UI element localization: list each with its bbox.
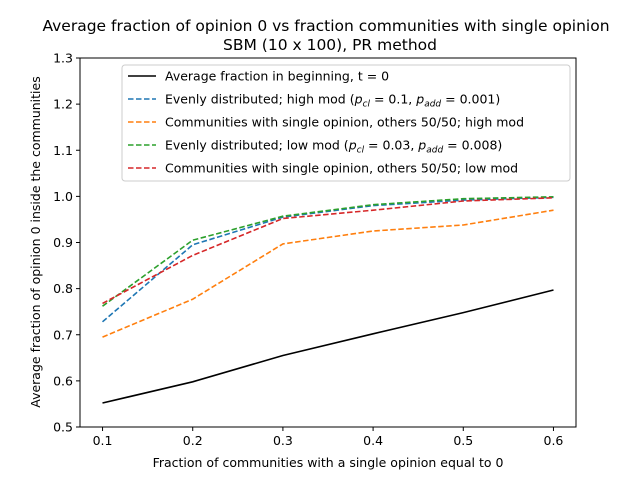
x-tick-label: 0.2 <box>183 433 203 448</box>
legend-var-p: p <box>354 92 363 107</box>
x-tick-label: 0.6 <box>544 433 564 448</box>
legend-var-p: p <box>348 138 357 153</box>
x-tick-label: 0.1 <box>93 433 113 448</box>
y-tick-label: 0.9 <box>53 235 73 250</box>
legend-entry-4: Communities with single opinion, others … <box>165 161 518 176</box>
y-tick-label: 1.2 <box>53 97 73 112</box>
legend-entry-text: Evenly distributed; low mod ( <box>165 138 349 153</box>
legend-eq: = <box>364 138 382 153</box>
series-line-3 <box>102 196 554 307</box>
legend-val-cl: 0.03 <box>383 138 411 153</box>
legend: Average fraction in beginning, t = 0 Even… <box>121 64 571 182</box>
legend-val-cl: 0.1 <box>388 92 408 107</box>
legend-eq: = <box>441 92 459 107</box>
legend-val-add: 0.008 <box>462 138 498 153</box>
series-line-2 <box>102 209 554 338</box>
legend-entry-2: Communities with single opinion, others … <box>165 115 524 130</box>
plot-area: 0.1 0.2 0.3 0.4 0.5 0.6 0.5 0.6 0.7 0.8 0.9 1.0 1.1 1… <box>53 51 577 448</box>
legend-eq: = <box>370 92 388 107</box>
chart-title: Average fraction of opinion 0 vs fractio… <box>42 17 609 35</box>
x-tick-label: 0.5 <box>453 433 473 448</box>
y-axis-label: Average fraction of opinion 0 inside the… <box>28 76 43 407</box>
series-line-4 <box>102 197 554 305</box>
legend-sub-cl: cl <box>357 146 365 156</box>
x-tick-label: 0.4 <box>363 433 383 448</box>
legend-eq: = <box>443 138 461 153</box>
y-tick-label: 0.6 <box>53 373 73 388</box>
legend-sub-add: add <box>424 100 441 110</box>
legend-close: ) <box>495 92 500 107</box>
y-tick-label: 0.5 <box>53 420 73 435</box>
x-tick-label: 0.3 <box>273 433 293 448</box>
legend-entry-text: Evenly distributed; high mod ( <box>165 92 355 107</box>
x-axis-label: Fraction of communities with a single op… <box>153 455 504 470</box>
legend-entry-1: Evenly distributed; high mod (pcl = 0.1,… <box>165 92 500 110</box>
y-tick-label: 1.1 <box>53 143 73 158</box>
legend-sub-add: add <box>426 146 443 156</box>
legend-comma: , <box>408 92 416 107</box>
y-tick-label: 1.0 <box>53 189 73 204</box>
legend-var-p: p <box>417 138 426 153</box>
legend-comma: , <box>410 138 418 153</box>
legend-box <box>121 64 571 182</box>
series-line-0 <box>102 289 554 404</box>
chart-subtitle: SBM (10 x 100), PR method <box>223 36 437 54</box>
y-tick-label: 0.8 <box>53 281 73 296</box>
legend-sub-cl: cl <box>363 100 371 110</box>
legend-close: ) <box>497 138 502 153</box>
series-line-1 <box>101 196 554 323</box>
legend-val-add: 0.001 <box>460 92 496 107</box>
legend-var-p: p <box>415 92 424 107</box>
legend-entry-3: Evenly distributed; low mod (pcl = 0.03,… <box>165 138 502 156</box>
y-tick-label: 0.7 <box>53 327 73 342</box>
legend-entry-0: Average fraction in beginning, t = 0 <box>165 69 389 84</box>
y-tick-label: 1.3 <box>53 51 73 66</box>
